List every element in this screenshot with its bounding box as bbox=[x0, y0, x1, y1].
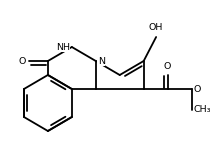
Text: N: N bbox=[98, 56, 105, 66]
Text: NH: NH bbox=[56, 42, 70, 51]
Text: O: O bbox=[193, 85, 201, 93]
Text: O: O bbox=[19, 56, 26, 66]
Text: O: O bbox=[164, 62, 171, 71]
Text: CH₃: CH₃ bbox=[193, 106, 211, 115]
Text: OH: OH bbox=[149, 23, 163, 32]
